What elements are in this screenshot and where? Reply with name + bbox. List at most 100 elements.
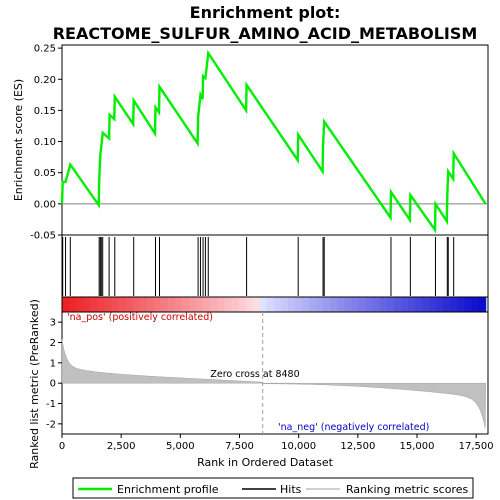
color-bar-segment	[160, 297, 169, 312]
color-bar-segment	[415, 297, 423, 312]
metric-ytick-label: 2	[50, 338, 56, 349]
hits-panel-frame	[61, 234, 489, 298]
legend-box	[72, 477, 474, 499]
es-ytick-label: 0.20	[34, 75, 56, 86]
xtick-label: 12,500	[340, 441, 375, 452]
color-bar-segment	[76, 297, 84, 312]
metric-ytick-label: -1	[46, 399, 56, 410]
color-bar-segment	[104, 297, 113, 312]
xtick-label: 17,500	[459, 441, 494, 452]
color-bar-segment	[358, 297, 367, 312]
enrichment-profile-line	[60, 49, 487, 234]
color-bar-segment	[167, 297, 176, 312]
color-bar-segment	[337, 297, 346, 312]
metric-ytick-label: 3	[50, 318, 56, 329]
color-bar-segment	[238, 297, 247, 312]
color-bar-segment	[245, 297, 254, 312]
negative-correlation-label: 'na_neg' (negatively correlated)	[278, 422, 429, 433]
color-bar-segment	[210, 297, 218, 312]
positive-correlation-label: 'na_pos' (positively correlated)	[67, 312, 213, 323]
es-ytick-label: 0.05	[34, 168, 56, 179]
color-bar-segment	[330, 297, 338, 312]
color-bar-segment	[407, 297, 416, 312]
color-bar-segment	[90, 297, 98, 312]
color-bar-segment	[224, 297, 233, 312]
color-bar-segment	[139, 297, 148, 312]
es-ytick-label: -0.05	[30, 231, 56, 242]
es-y-axis-ticks: -0.05 0.00 0.05 0.10 0.15 0.20 0.25	[30, 44, 62, 242]
color-bar-segment	[436, 297, 444, 312]
es-ytick-label: 0.00	[34, 199, 56, 210]
color-bar-segment	[69, 297, 77, 312]
color-bar-segment	[259, 297, 268, 312]
xtick-label: 5,000	[166, 441, 195, 452]
xtick-label: 7,500	[225, 441, 254, 452]
color-bar-segment	[443, 297, 451, 312]
color-bar-segment	[196, 297, 204, 312]
color-bar-segment	[309, 297, 317, 312]
color-bar-segment	[294, 297, 303, 312]
color-bar-segment	[386, 297, 395, 312]
color-bar-segment	[478, 297, 487, 312]
color-bar-segment	[203, 297, 211, 312]
xtick-label: 10,000	[281, 441, 316, 452]
ranking-metric-area	[61, 339, 486, 429]
metric-y-axis-label: Ranked list metric (PreRanked)	[28, 299, 41, 469]
color-bar-segment	[252, 297, 261, 312]
metric-y-axis-ticks: -2 -1 0 1 2 3	[46, 318, 62, 430]
xtick-label: 15,000	[400, 441, 435, 452]
es-ytick-label: 0.15	[34, 106, 56, 117]
es-y-axis-label: Enrichment score (ES)	[12, 79, 25, 201]
color-bar-segment	[344, 297, 353, 312]
color-bar-segment	[62, 297, 70, 312]
color-bar-segment	[217, 297, 225, 312]
es-ytick-label: 0.25	[34, 44, 56, 55]
hits-markers	[62, 237, 455, 296]
metric-ytick-label: 1	[50, 358, 56, 369]
x-axis-ticks: 0 2,500 5,000 7,500 10,000 12,500 15,000 17,500	[59, 434, 494, 452]
es-panel-frame	[61, 44, 489, 236]
color-bar-segment	[316, 297, 324, 312]
metric-ytick-label: 0	[50, 379, 56, 390]
xtick-label: 2,500	[107, 441, 136, 452]
es-ytick-label: 0.10	[34, 137, 56, 148]
color-bar-segment	[457, 297, 466, 312]
color-bar-segment	[174, 297, 183, 312]
color-bar-segment	[266, 297, 275, 312]
color-bar-segment	[189, 297, 197, 312]
color-bar-segment	[97, 297, 105, 312]
color-bar-segment	[273, 297, 282, 312]
color-bar-segment	[111, 297, 120, 312]
color-bar-segment	[393, 297, 402, 312]
color-bar-segment	[302, 297, 310, 312]
color-bar-segment	[182, 297, 190, 312]
legend-metric-label: Ranking metric scores	[346, 483, 468, 496]
xtick-label: 0	[59, 441, 65, 452]
color-bar-segment	[125, 297, 134, 312]
color-bar-segment	[450, 297, 458, 312]
color-bar-segment	[379, 297, 388, 312]
color-bar-segment	[372, 297, 381, 312]
metric-panel-frame	[61, 311, 489, 435]
color-bar-segment	[83, 297, 91, 312]
color-bar-segment	[471, 297, 480, 312]
legend-hits-label: Hits	[280, 483, 302, 496]
color-bar-segment	[365, 297, 374, 312]
color-bar-segment	[400, 297, 409, 312]
color-bar-segment	[429, 297, 437, 312]
rank-color-bar	[62, 297, 487, 312]
color-bar-segment	[323, 297, 331, 312]
zero-cross-label: Zero cross at 8480	[210, 369, 299, 380]
color-bar-segment	[280, 297, 289, 312]
legend-enrichment-label: Enrichment profile	[117, 483, 219, 496]
color-bar-segment	[231, 297, 240, 312]
color-bar-segment	[351, 297, 360, 312]
chart-title-line1: Enrichment plot:	[190, 3, 341, 22]
chart-title-line2: REACTOME_SULFUR_AMINO_ACID_METABOLISM	[53, 24, 478, 43]
color-bar-segment	[422, 297, 430, 312]
color-bar-segment	[464, 297, 473, 312]
color-bar-segment	[287, 297, 296, 312]
color-bar-segment	[146, 297, 155, 312]
metric-ytick-label: -2	[46, 419, 56, 430]
